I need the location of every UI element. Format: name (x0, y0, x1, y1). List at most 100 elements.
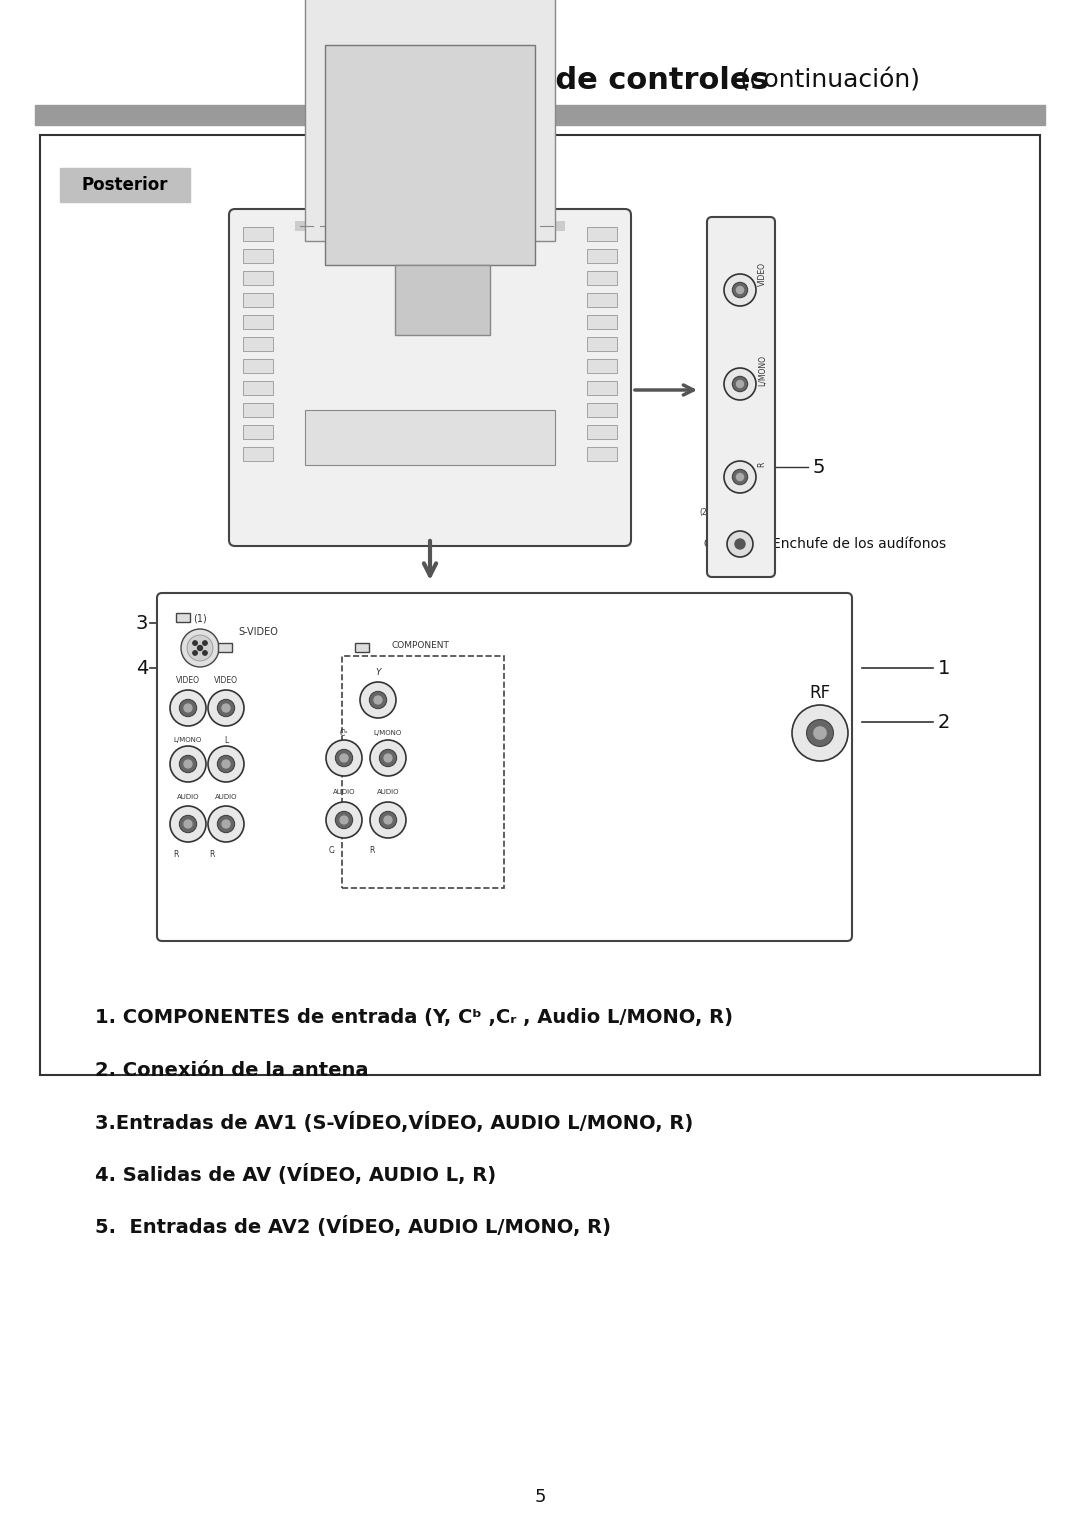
Bar (243, 359, 273, 373)
Text: Cᵇ: Cᵇ (340, 729, 348, 738)
Circle shape (737, 286, 743, 293)
Circle shape (370, 740, 406, 776)
Circle shape (814, 727, 826, 740)
Bar (588, 338, 617, 351)
Bar (588, 249, 617, 263)
Text: 5: 5 (535, 1488, 545, 1507)
Text: (1): (1) (193, 613, 207, 623)
Text: 4: 4 (136, 659, 148, 677)
Bar (305, 0, 555, 241)
Bar (588, 228, 617, 241)
Circle shape (340, 816, 348, 824)
Text: S-VIDEO: S-VIDEO (238, 626, 278, 637)
Bar (325, 44, 535, 264)
Circle shape (198, 645, 203, 651)
Bar (243, 448, 273, 461)
Bar (35, 105, 1045, 125)
FancyBboxPatch shape (707, 217, 775, 578)
Bar (588, 359, 617, 373)
Text: 2. Conexión de la antena: 2. Conexión de la antena (95, 1060, 368, 1079)
Circle shape (184, 759, 192, 769)
Text: RF: RF (809, 685, 831, 701)
Circle shape (208, 746, 244, 782)
Text: AUDIO: AUDIO (333, 788, 355, 795)
Circle shape (170, 691, 206, 726)
Circle shape (193, 651, 198, 656)
Circle shape (737, 474, 743, 480)
Bar (588, 270, 617, 286)
Bar (588, 380, 617, 396)
Circle shape (326, 802, 362, 837)
Text: Posterior: Posterior (82, 176, 168, 194)
Circle shape (170, 746, 206, 782)
Text: 1. COMPONENTES de entrada (Y, Cᵇ ,Cᵣ , Audio L/MONO, R): 1. COMPONENTES de entrada (Y, Cᵇ ,Cᵣ , A… (95, 1008, 733, 1027)
Text: AUDIO: AUDIO (377, 788, 400, 795)
Circle shape (374, 697, 382, 704)
Text: VIDEO: VIDEO (214, 675, 238, 685)
Circle shape (792, 704, 848, 761)
Circle shape (732, 283, 747, 298)
Circle shape (193, 640, 198, 645)
Text: C: C (703, 539, 710, 549)
Text: Y: Y (375, 668, 381, 677)
Bar (243, 270, 273, 286)
Circle shape (735, 539, 745, 549)
Bar (243, 293, 273, 307)
Circle shape (217, 700, 234, 717)
Circle shape (340, 753, 348, 762)
Text: (continuación): (continuación) (732, 69, 920, 92)
Circle shape (179, 700, 197, 717)
Circle shape (203, 640, 207, 645)
Bar (60, 168, 190, 202)
Bar (588, 448, 617, 461)
Circle shape (732, 376, 747, 391)
Circle shape (727, 532, 753, 558)
Circle shape (222, 821, 230, 828)
Text: 5.  Entradas de AV2 (VÍDEO, AUDIO L/MONO, R): 5. Entradas de AV2 (VÍDEO, AUDIO L/MONO,… (95, 1215, 611, 1236)
Circle shape (170, 805, 206, 842)
Circle shape (222, 759, 230, 769)
Circle shape (187, 636, 213, 662)
Text: AUDIO: AUDIO (177, 795, 199, 801)
Circle shape (217, 755, 234, 773)
Text: Enchufe de los audífonos: Enchufe de los audífonos (772, 536, 946, 552)
Bar (295, 222, 565, 231)
Bar (588, 403, 617, 417)
Bar (243, 249, 273, 263)
Bar (40, 134, 1040, 1076)
Bar (243, 425, 273, 439)
FancyBboxPatch shape (229, 209, 631, 545)
Text: 1: 1 (939, 659, 950, 677)
Circle shape (326, 740, 362, 776)
Bar (355, 643, 369, 652)
Circle shape (336, 811, 353, 828)
Text: 3.Entradas de AV1 (S-VÍDEO,VÍDEO, AUDIO L/MONO, R): 3.Entradas de AV1 (S-VÍDEO,VÍDEO, AUDIO … (95, 1111, 693, 1132)
Circle shape (222, 704, 230, 712)
Circle shape (181, 630, 219, 668)
Bar (342, 656, 504, 888)
Text: R: R (757, 461, 767, 466)
Text: L/MONO: L/MONO (174, 736, 202, 743)
Circle shape (203, 651, 207, 656)
Text: 2: 2 (939, 712, 950, 732)
Bar (588, 293, 617, 307)
Circle shape (360, 681, 396, 718)
Circle shape (384, 753, 392, 762)
Circle shape (184, 704, 192, 712)
Text: AUDIO: AUDIO (215, 795, 238, 801)
Text: VIDEO: VIDEO (757, 261, 767, 286)
Circle shape (379, 811, 396, 828)
Circle shape (184, 821, 192, 828)
Text: 4. Salidas de AV (VÍDEO, AUDIO L, R): 4. Salidas de AV (VÍDEO, AUDIO L, R) (95, 1163, 496, 1184)
Text: 5: 5 (813, 457, 825, 477)
Circle shape (379, 749, 396, 767)
Circle shape (179, 755, 197, 773)
Circle shape (724, 274, 756, 306)
Bar (243, 380, 273, 396)
Text: (2): (2) (699, 507, 710, 516)
Bar (243, 338, 273, 351)
FancyBboxPatch shape (157, 593, 852, 941)
Text: R: R (369, 845, 375, 854)
Text: R: R (210, 850, 215, 859)
Text: Identificación de controles: Identificación de controles (311, 66, 769, 95)
